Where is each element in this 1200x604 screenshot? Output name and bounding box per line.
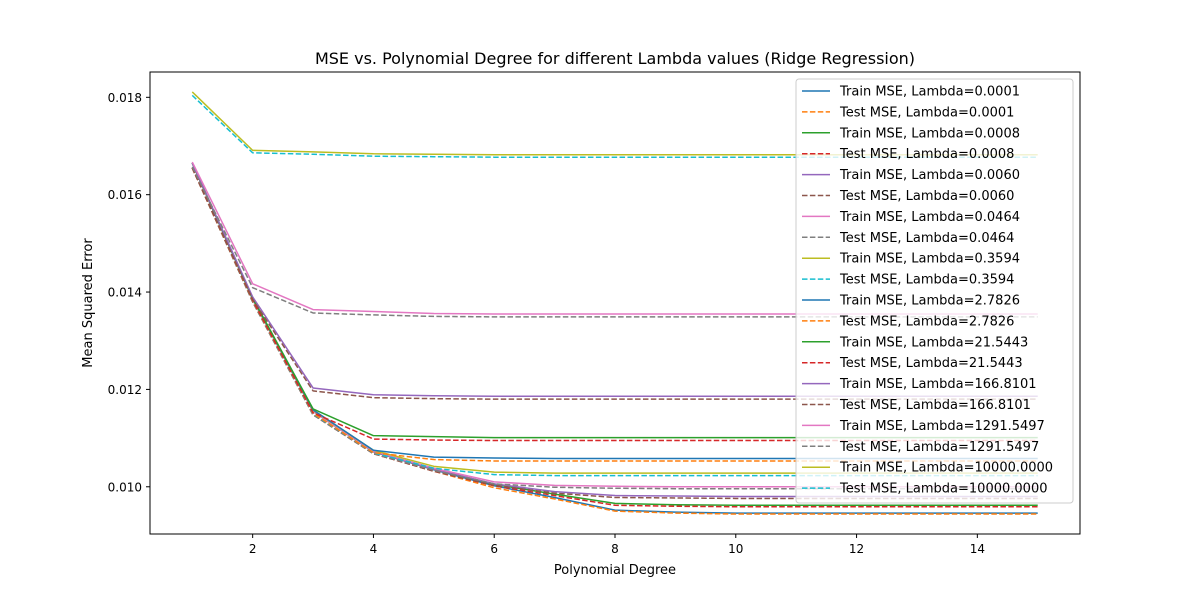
legend-label: Test MSE, Lambda=166.8101 [839,398,1031,413]
legend-label: Test MSE, Lambda=0.0060 [839,189,1014,204]
legend-label: Train MSE, Lambda=0.0001 [839,85,1020,100]
y-tick-label: 0.016 [108,188,142,202]
legend-label: Test MSE, Lambda=10000.0000 [839,482,1048,497]
y-tick-label: 0.010 [108,480,142,494]
legend-label: Train MSE, Lambda=0.3594 [839,252,1020,267]
legend-box [795,78,1074,504]
x-tick-label: 12 [849,542,864,556]
legend-label: Test MSE, Lambda=1291.5497 [839,440,1039,455]
y-axis-label: Mean Squared Error [81,238,96,368]
x-tick-label: 2 [249,542,257,556]
x-axis-label: Polynomial Degree [554,563,676,578]
legend-label: Train MSE, Lambda=0.0464 [839,210,1020,225]
legend-label: Train MSE, Lambda=10000.0000 [839,461,1053,476]
chart-title: MSE vs. Polynomial Degree for different … [315,49,915,68]
series-line-2 [191,167,1038,515]
legend-label: Train MSE, Lambda=1291.5497 [839,419,1045,434]
legend-label: Train MSE, Lambda=21.5443 [839,335,1028,350]
legend-label: Test MSE, Lambda=0.0464 [839,231,1014,246]
x-tick-label: 10 [728,542,743,556]
legend-label: Test MSE, Lambda=21.5443 [839,356,1023,371]
x-tick-label: 6 [490,542,498,556]
y-tick-label: 0.014 [108,286,142,300]
legend-label: Test MSE, Lambda=0.3594 [839,273,1014,288]
legend-label: Train MSE, Lambda=2.7826 [839,294,1020,309]
series-line-6 [191,167,1038,500]
x-tick-label: 8 [611,542,619,556]
legend: Train MSE, Lambda=0.0001 Test MSE, Lambda… [795,78,1074,504]
x-tick-label: 14 [970,542,985,556]
series-line-4 [191,167,1038,508]
y-tick-label: 0.018 [108,91,142,105]
x-tick-label: 4 [370,542,378,556]
legend-label: Test MSE, Lambda=0.0008 [839,147,1014,162]
legend-label: Test MSE, Lambda=2.7826 [839,314,1014,329]
y-tick-label: 0.012 [108,383,142,397]
y-axis: 0.010 0.012 0.014 0.016 0.018 [108,91,150,494]
legend-label: Test MSE, Lambda=0.0001 [839,105,1014,120]
legend-label: Train MSE, Lambda=166.8101 [839,377,1037,392]
x-axis: 2 4 6 8 10 12 14 [249,534,985,556]
legend-label: Train MSE, Lambda=0.0060 [839,168,1020,183]
legend-label: Train MSE, Lambda=0.0008 [839,126,1020,141]
